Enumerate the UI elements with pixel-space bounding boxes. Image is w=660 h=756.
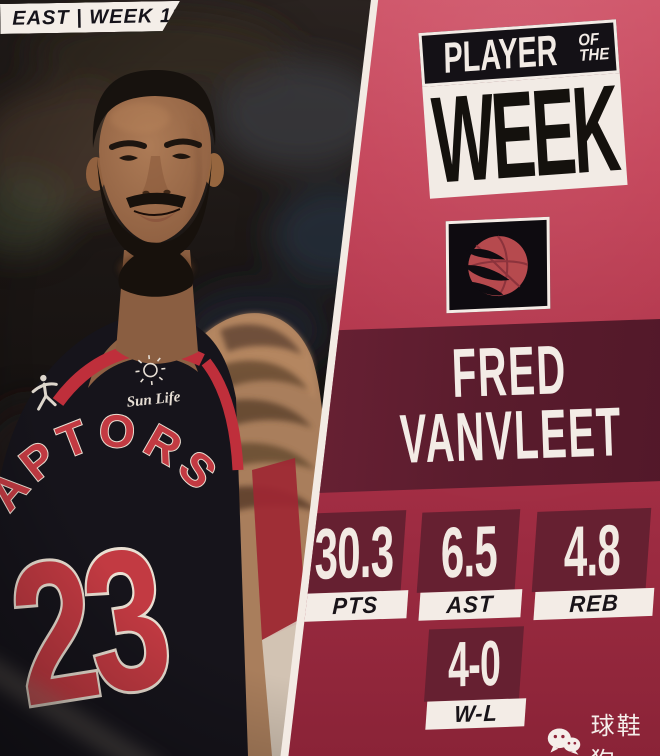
wechat-icon	[547, 728, 581, 755]
stat-ast: 6.5 AST	[416, 509, 523, 621]
stat-record: 4-0 W-L	[424, 626, 527, 730]
watermark: 球鞋狗	[546, 706, 660, 756]
stat-label-box: REB	[533, 587, 654, 621]
player-last-name: VANVLEET	[398, 393, 624, 479]
stat-value: 4.8	[563, 508, 620, 592]
stat-value-box: 30.3	[300, 510, 407, 594]
stat-value-box: 4-0	[424, 626, 525, 702]
potw-of-the-text: OF THE	[577, 29, 610, 66]
potw-player-text: PLAYER	[443, 25, 559, 83]
stat-label-box: AST	[418, 589, 523, 621]
raptors-logo	[445, 216, 551, 314]
player-of-the-week-badge: PLAYER OF THE WEEK	[418, 19, 628, 199]
stat-label: REB	[568, 589, 619, 618]
stat-label: PTS	[332, 591, 379, 620]
stat-value: 30.3	[314, 510, 393, 594]
stat-reb: 4.8 REB	[531, 507, 654, 621]
stat-value-box: 6.5	[416, 509, 521, 593]
raptors-basketball-claw-icon	[464, 235, 529, 297]
stat-pts: 30.3 PTS	[300, 510, 409, 622]
east-week-badge: EAST | WEEK 12	[0, 1, 180, 34]
stat-value-box: 4.8	[531, 507, 652, 593]
east-week-label: EAST | WEEK 12	[12, 4, 185, 30]
stat-value: 6.5	[440, 509, 497, 593]
potw-week-band: WEEK	[422, 73, 628, 199]
record-label: W-L	[453, 699, 499, 728]
stat-label: AST	[446, 590, 495, 619]
stat-label-box: W-L	[425, 698, 527, 730]
potw-week-text: WEEK	[428, 73, 621, 199]
stat-label-box: PTS	[302, 590, 409, 622]
record-value: 4-0	[448, 627, 500, 701]
watermark-text: 球鞋狗	[590, 712, 643, 756]
